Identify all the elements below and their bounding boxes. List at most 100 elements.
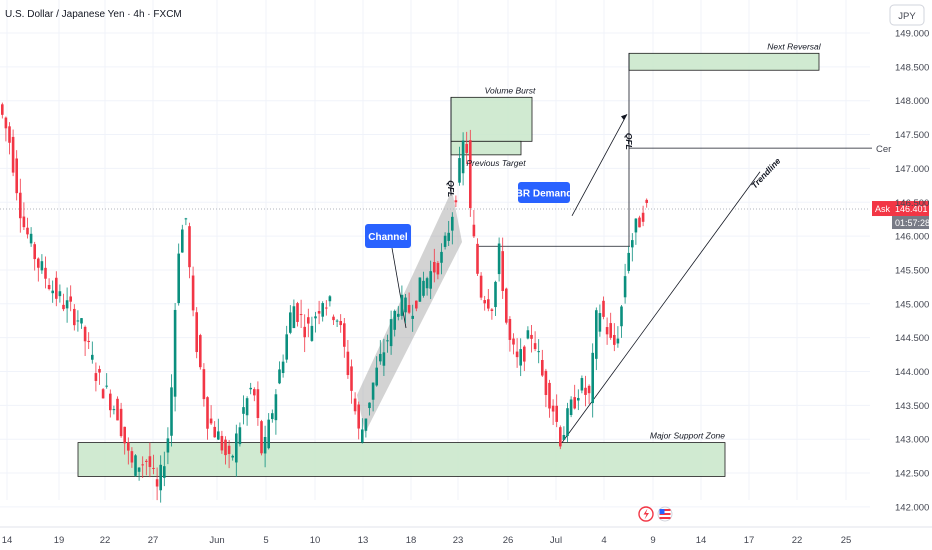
- candle-body: [361, 429, 364, 443]
- candle-body: [393, 310, 396, 330]
- candle-body: [476, 243, 479, 274]
- candle-body: [58, 291, 62, 297]
- candle-body: [238, 427, 242, 445]
- candle-body: [609, 323, 612, 338]
- candle-body: [407, 305, 411, 313]
- candle-body: [584, 387, 587, 395]
- y-tick-label: 142.000: [895, 502, 929, 513]
- candle-body: [436, 262, 440, 275]
- candle-body: [116, 398, 119, 421]
- y-tick-label: 145.000: [895, 299, 929, 310]
- candle-body: [533, 343, 537, 350]
- qfl-label: QFL: [624, 133, 634, 150]
- candle-body: [382, 352, 386, 366]
- candle-body: [177, 253, 180, 304]
- x-tick-label: 10: [310, 535, 321, 546]
- candle-body: [422, 280, 425, 296]
- candle-body: [371, 382, 375, 400]
- candle-body: [469, 140, 472, 209]
- candle-body: [137, 467, 141, 472]
- candle-body: [645, 199, 648, 203]
- flash-icon[interactable]: [638, 506, 654, 522]
- currency-button[interactable]: JPY: [889, 4, 925, 26]
- candle-body: [425, 278, 429, 289]
- ask-price-box: [892, 201, 929, 217]
- candle-body: [69, 296, 72, 302]
- candle-body: [569, 399, 573, 416]
- candle-body: [94, 373, 98, 381]
- candle-body: [217, 431, 220, 440]
- candle-body: [339, 320, 342, 326]
- callout-br-demand[interactable]: [518, 182, 570, 203]
- candle-body: [454, 200, 458, 203]
- qfl-label: QFL: [446, 180, 456, 197]
- x-tick-label: 22: [792, 535, 803, 546]
- candle-body: [11, 136, 15, 173]
- callout-label: Channel: [368, 232, 408, 243]
- x-tick-label: 27: [148, 535, 159, 546]
- zone-label: Volume Burst: [485, 85, 536, 95]
- zone-label: Next Reversal: [767, 41, 821, 51]
- candle-body: [411, 315, 414, 319]
- candle-body: [537, 351, 540, 353]
- candle-body: [253, 389, 256, 396]
- us-flag-icon[interactable]: [657, 506, 673, 522]
- candle-body: [591, 352, 594, 404]
- candle-body: [443, 235, 447, 247]
- x-tick-label: Jun: [209, 535, 224, 546]
- candle-body: [173, 309, 177, 397]
- candle-body: [289, 312, 292, 333]
- candle-body: [555, 405, 558, 422]
- x-tick-label: 5: [263, 535, 268, 546]
- ask-label: Ask: [875, 204, 891, 214]
- candle-body: [440, 251, 443, 263]
- x-tick-label: 19: [54, 535, 65, 546]
- candle-body: [15, 158, 18, 194]
- candle-body: [188, 226, 191, 268]
- candle-body: [105, 385, 108, 387]
- candle-body: [65, 300, 69, 309]
- candle-body: [101, 389, 105, 399]
- candle-body: [602, 300, 605, 317]
- x-tick-label: 9: [650, 535, 655, 546]
- x-tick-label: 17: [744, 535, 755, 546]
- candle-body: [209, 418, 213, 424]
- candle-body: [83, 326, 87, 342]
- x-tick-label: 14: [2, 535, 13, 546]
- candle-body: [368, 402, 371, 409]
- candle-body: [479, 275, 483, 298]
- candle-body: [573, 397, 576, 409]
- candle-body: [123, 426, 126, 444]
- candle-body: [379, 353, 382, 362]
- candle-body: [127, 442, 130, 451]
- callout-label: BR Demand: [516, 189, 573, 200]
- candle-body: [231, 455, 234, 458]
- candle-body: [130, 451, 134, 463]
- candle-body: [152, 467, 155, 469]
- candle-body: [271, 413, 274, 420]
- y-tick-label: 145.500: [895, 265, 929, 276]
- candle-body: [141, 464, 144, 466]
- trendline: [561, 171, 761, 443]
- candle-body: [577, 397, 580, 401]
- candle-body: [389, 319, 393, 347]
- candle-body: [19, 192, 22, 219]
- candle-body: [523, 346, 526, 362]
- candle-body: [163, 466, 166, 478]
- candle-body: [206, 397, 209, 429]
- candle-body: [55, 277, 58, 299]
- candle-body: [307, 317, 310, 324]
- zone-label: Major Support Zone: [650, 431, 725, 441]
- candle-body: [199, 335, 202, 368]
- candle-body: [497, 243, 501, 275]
- candle-body: [613, 335, 616, 345]
- callout-channel[interactable]: [365, 224, 411, 248]
- candle-body: [526, 330, 530, 339]
- candle-body: [98, 368, 101, 373]
- candle-body: [285, 334, 288, 360]
- candle-body: [256, 389, 260, 419]
- candle-body: [505, 288, 508, 323]
- candle-body: [159, 464, 162, 491]
